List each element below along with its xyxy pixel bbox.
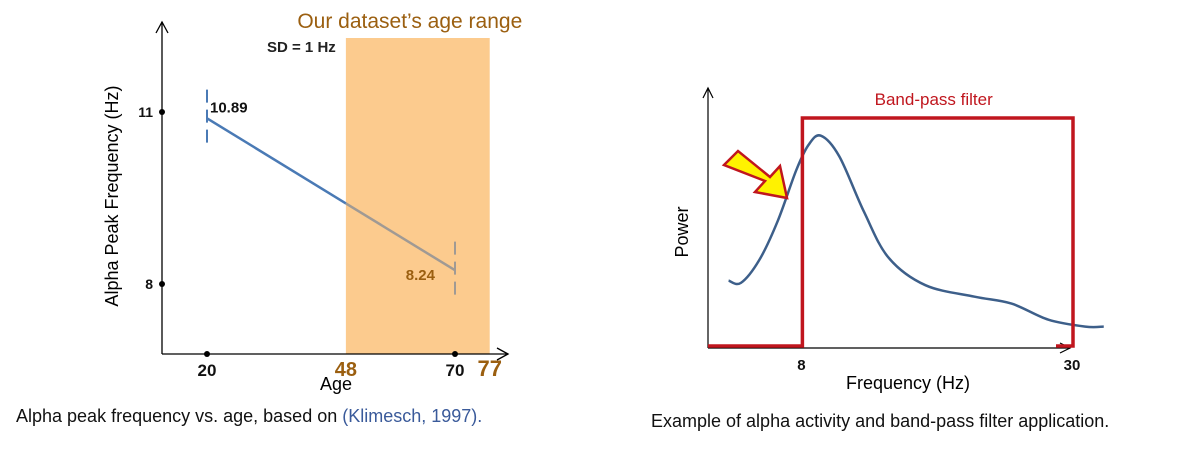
sd-label: SD = 1 Hz: [267, 39, 336, 56]
x-tick-label: 48: [335, 359, 357, 381]
left-caption: Alpha peak frequency vs. age, based on (…: [16, 406, 482, 427]
x-tick-label: 70: [446, 361, 465, 380]
y-tick-label: 11: [138, 104, 153, 120]
right-chart: Band-pass filter 8 30 Power Frequency (Hz…: [672, 86, 1104, 393]
x-tick-label: 30: [1064, 357, 1081, 374]
age-range-title: Our dataset’s age range: [297, 10, 522, 33]
age-range-band: [345, 38, 490, 354]
frequency-axis-label: Frequency (Hz): [846, 373, 970, 393]
x-axis-label: Age: [320, 374, 352, 394]
y-tick-label: 8: [145, 276, 153, 292]
x-tick-label: 8: [797, 357, 805, 374]
trend-line-segment: [206, 117, 347, 205]
data-label: 8.24: [406, 267, 436, 284]
citation-link: (Klimesch, 1997).: [342, 406, 483, 426]
data-label: 10.89: [210, 99, 248, 116]
x-tick-dot: [452, 351, 458, 357]
y-tick-dot: [159, 109, 165, 116]
right-caption: Example of alpha activity and band-pass …: [651, 411, 1110, 431]
y-axis-arrow: [155, 20, 169, 34]
x-tick-dot: [204, 351, 210, 357]
filter-label: Band-pass filter: [875, 90, 993, 109]
alpha-power-curve: [728, 134, 1104, 329]
left-caption-text: Alpha peak frequency vs. age, based on: [16, 406, 343, 426]
trend-line-segment: [345, 202, 456, 272]
x-axis-arrow: [496, 347, 510, 361]
power-axis-label: Power: [672, 206, 692, 257]
y-tick-dot: [159, 281, 165, 287]
y-axis-label: Alpha Peak Frequency (Hz): [102, 85, 122, 306]
band-pass-filter-line: [708, 116, 1075, 348]
power-axis-arrow: [702, 86, 714, 99]
x-tick-label: 77: [477, 356, 501, 381]
left-chart: Our dataset’s age range SD = 1 Hz 10.89 8…: [102, 10, 522, 394]
highlight-arrow-icon: [721, 149, 789, 200]
x-tick-label: 20: [198, 361, 217, 380]
